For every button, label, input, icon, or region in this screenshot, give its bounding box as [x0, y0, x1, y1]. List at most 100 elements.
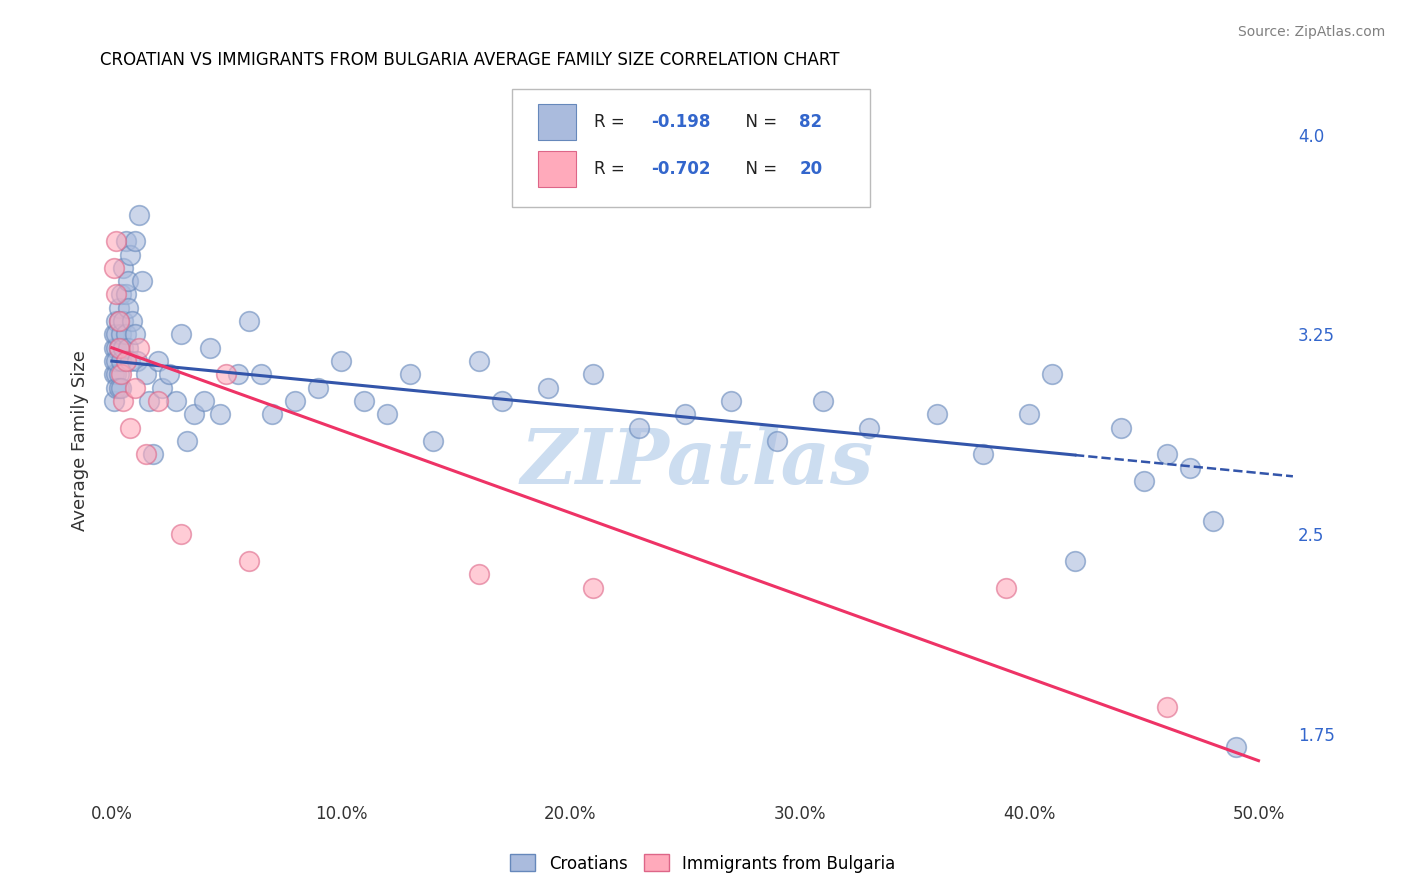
- Point: [1201, 514, 1223, 528]
- Point: [330, 354, 353, 368]
- Point: [105, 314, 128, 328]
- Text: Source: ZipAtlas.com: Source: ZipAtlas.com: [1237, 25, 1385, 39]
- Point: [422, 434, 444, 448]
- FancyBboxPatch shape: [538, 104, 576, 140]
- Point: [536, 381, 558, 395]
- Point: [124, 381, 146, 395]
- Point: [107, 314, 129, 328]
- Point: [399, 368, 422, 382]
- Point: [125, 354, 148, 368]
- Point: [1018, 408, 1040, 422]
- Point: [114, 354, 136, 368]
- Point: [491, 394, 513, 409]
- Point: [468, 354, 491, 368]
- Point: [1225, 740, 1247, 755]
- Point: [1133, 474, 1156, 488]
- Point: [105, 354, 128, 368]
- Point: [176, 434, 198, 448]
- Point: [927, 408, 949, 422]
- Point: [1064, 554, 1087, 568]
- Point: [107, 381, 129, 395]
- FancyBboxPatch shape: [538, 151, 576, 187]
- Point: [103, 260, 125, 275]
- Point: [165, 394, 187, 409]
- Point: [1156, 447, 1178, 461]
- Text: N =: N =: [735, 113, 782, 131]
- Point: [1109, 420, 1132, 434]
- Point: [114, 234, 136, 248]
- Point: [120, 247, 142, 261]
- Point: [262, 408, 284, 422]
- Point: [105, 341, 128, 355]
- Point: [215, 368, 238, 382]
- Point: [307, 381, 329, 395]
- Point: [110, 368, 132, 382]
- Point: [811, 394, 834, 409]
- Point: [107, 341, 129, 355]
- Point: [193, 394, 215, 409]
- Point: [117, 301, 139, 315]
- Point: [146, 354, 169, 368]
- Text: -0.702: -0.702: [651, 160, 711, 178]
- Point: [1156, 700, 1178, 714]
- Point: [208, 408, 231, 422]
- Point: [105, 234, 128, 248]
- Text: 20: 20: [799, 160, 823, 178]
- Point: [105, 327, 128, 342]
- Point: [128, 341, 150, 355]
- Point: [582, 581, 605, 595]
- Point: [103, 394, 125, 409]
- Point: [972, 447, 994, 461]
- Point: [169, 527, 191, 541]
- Point: [114, 327, 136, 342]
- Text: R =: R =: [595, 113, 630, 131]
- Point: [238, 554, 260, 568]
- Point: [138, 394, 160, 409]
- Point: [107, 341, 129, 355]
- Text: R =: R =: [595, 160, 630, 178]
- Point: [582, 368, 605, 382]
- Point: [238, 314, 260, 328]
- Point: [121, 314, 143, 328]
- Point: [103, 368, 125, 382]
- Point: [112, 260, 135, 275]
- Point: [103, 354, 125, 368]
- Point: [1178, 460, 1201, 475]
- Point: [110, 381, 132, 395]
- Point: [117, 274, 139, 288]
- Point: [628, 420, 651, 434]
- Point: [120, 354, 142, 368]
- Point: [103, 327, 125, 342]
- Point: [120, 420, 142, 434]
- Point: [250, 368, 273, 382]
- Point: [112, 394, 135, 409]
- Point: [226, 368, 249, 382]
- Text: N =: N =: [735, 160, 782, 178]
- Point: [142, 447, 165, 461]
- Point: [183, 408, 205, 422]
- Point: [105, 287, 128, 301]
- Point: [858, 420, 880, 434]
- Point: [200, 341, 222, 355]
- Point: [107, 314, 129, 328]
- Point: [128, 208, 150, 222]
- Text: 82: 82: [799, 113, 823, 131]
- Point: [150, 381, 173, 395]
- Point: [135, 447, 157, 461]
- Point: [146, 394, 169, 409]
- Text: CROATIAN VS IMMIGRANTS FROM BULGARIA AVERAGE FAMILY SIZE CORRELATION CHART: CROATIAN VS IMMIGRANTS FROM BULGARIA AVE…: [100, 51, 839, 69]
- Point: [1040, 368, 1063, 382]
- Point: [112, 314, 135, 328]
- Point: [673, 408, 696, 422]
- Text: -0.198: -0.198: [651, 113, 710, 131]
- Legend: Croatians, Immigrants from Bulgaria: Croatians, Immigrants from Bulgaria: [503, 847, 903, 880]
- Point: [117, 341, 139, 355]
- Point: [112, 341, 135, 355]
- Point: [110, 354, 132, 368]
- Text: ZIPatlas: ZIPatlas: [520, 425, 873, 500]
- Point: [107, 368, 129, 382]
- Point: [110, 327, 132, 342]
- Point: [169, 327, 191, 342]
- Point: [103, 341, 125, 355]
- Point: [353, 394, 375, 409]
